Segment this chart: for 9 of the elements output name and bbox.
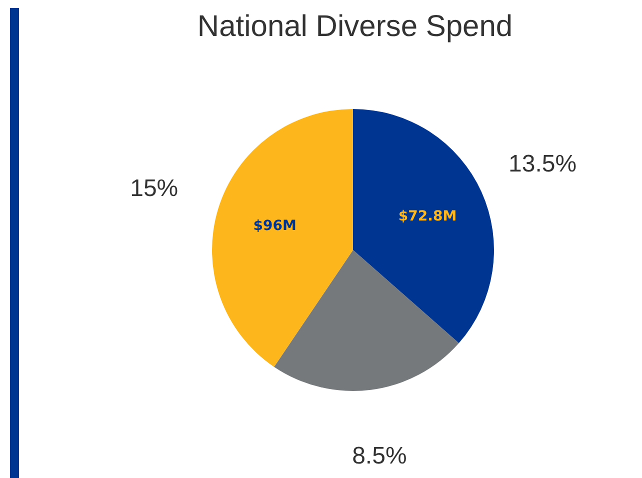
slice-label: $72.8M <box>398 208 457 224</box>
pie-slice <box>353 109 494 344</box>
pie-slice <box>212 109 353 367</box>
data-label: 13.5% <box>508 150 577 178</box>
slice-label: $96M <box>253 218 296 234</box>
chart-title: National Diverse Spend <box>197 10 513 43</box>
pie-slice <box>274 250 459 391</box>
data-label: 8.5% <box>352 442 407 470</box>
data-label: 15% <box>130 175 178 202</box>
